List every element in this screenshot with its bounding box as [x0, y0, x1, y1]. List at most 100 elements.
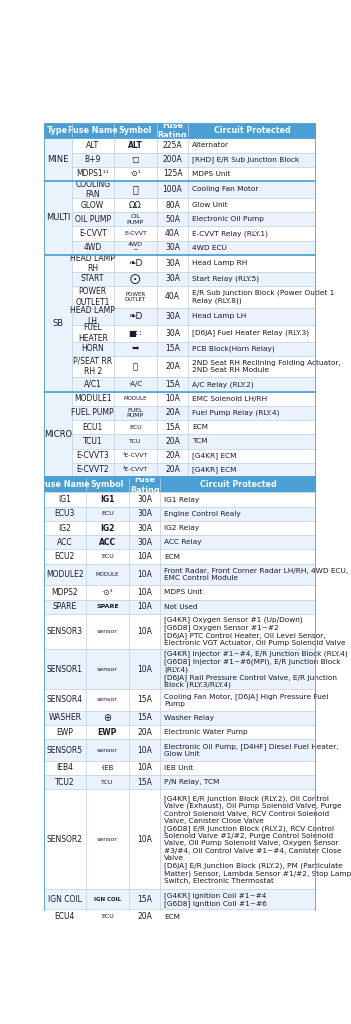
Text: Symbol: Symbol [119, 126, 152, 135]
Text: START: START [81, 274, 105, 284]
Bar [114, 286, 157, 307]
Bar [188, 272, 316, 286]
Text: 15A: 15A [165, 423, 180, 432]
Bar [72, 463, 114, 477]
Bar [44, 775, 86, 790]
Bar [44, 181, 72, 255]
Bar [160, 711, 316, 725]
Bar [188, 241, 316, 255]
Text: MODULE1: MODULE1 [74, 394, 112, 403]
Text: FUEL PUMP: FUEL PUMP [71, 409, 114, 418]
Text: 20A: 20A [137, 912, 152, 921]
Bar [129, 477, 160, 493]
Bar [160, 761, 316, 775]
Text: ECU: ECU [101, 914, 114, 920]
Text: sensor: sensor [97, 697, 118, 702]
Bar [129, 550, 160, 563]
Text: IGN COIL: IGN COIL [48, 895, 82, 904]
Bar [44, 711, 86, 725]
Bar [44, 536, 86, 550]
Text: POWER
OUTLET1: POWER OUTLET1 [75, 287, 110, 307]
Text: ·A/C: ·A/C [128, 382, 143, 387]
Bar [188, 391, 316, 406]
Bar [72, 391, 114, 406]
Bar [114, 355, 157, 378]
Text: IG2: IG2 [58, 523, 71, 532]
Text: Circuit Protected: Circuit Protected [214, 126, 290, 135]
Bar [86, 775, 129, 790]
Text: 80A: 80A [165, 201, 180, 210]
Bar [72, 355, 114, 378]
Text: MODULE2: MODULE2 [46, 570, 84, 579]
Text: Not Used: Not Used [164, 603, 198, 609]
Bar [72, 167, 114, 181]
Bar [157, 123, 188, 138]
Text: MDPS Unit: MDPS Unit [192, 171, 230, 177]
Text: sensor: sensor [97, 748, 118, 753]
Bar [188, 153, 316, 167]
Bar [114, 241, 157, 255]
Bar [72, 255, 114, 272]
Text: 40A: 40A [165, 293, 180, 301]
Text: IEB Unit: IEB Unit [164, 765, 193, 771]
Text: ⊕: ⊕ [103, 713, 112, 723]
Text: 30A: 30A [137, 523, 152, 532]
Text: SB: SB [52, 318, 64, 328]
Bar [114, 153, 157, 167]
Text: Start Relay (RLY.5): Start Relay (RLY.5) [192, 275, 259, 283]
Bar [188, 123, 316, 138]
Text: OIL PUMP: OIL PUMP [75, 215, 111, 224]
Text: ECU: ECU [101, 511, 114, 516]
Text: EWP: EWP [57, 728, 73, 736]
Text: IG1 Relay: IG1 Relay [164, 497, 199, 503]
Text: Fuse Name: Fuse Name [68, 126, 118, 135]
Text: Glow Unit: Glow Unit [192, 202, 227, 208]
Bar [160, 790, 316, 890]
Text: TCU2: TCU2 [55, 777, 75, 786]
Text: ·⊙¹: ·⊙¹ [101, 588, 113, 597]
Bar [44, 586, 86, 599]
Text: 10A: 10A [137, 835, 152, 844]
Text: 100A: 100A [163, 185, 183, 194]
Bar [44, 563, 86, 586]
Bar [114, 255, 157, 272]
Text: 15A: 15A [165, 380, 180, 389]
Bar [157, 325, 188, 342]
Bar [86, 711, 129, 725]
Bar [157, 342, 188, 355]
Bar [160, 563, 316, 586]
Bar [86, 521, 129, 536]
Bar [114, 167, 157, 181]
Bar [72, 123, 114, 138]
Text: 20A: 20A [165, 437, 180, 446]
Text: MDPS2: MDPS2 [52, 588, 78, 597]
Bar [188, 406, 316, 420]
Text: 15A: 15A [137, 777, 152, 786]
Bar [114, 198, 157, 212]
Text: ACC: ACC [57, 538, 73, 547]
Text: ALT: ALT [86, 141, 99, 150]
Bar [160, 890, 316, 909]
Bar [188, 212, 316, 226]
Text: E-CVVT: E-CVVT [79, 229, 107, 238]
Bar [44, 550, 86, 563]
Text: 4WD ECU: 4WD ECU [192, 245, 227, 251]
Text: ❧D: ❧D [128, 311, 143, 321]
Text: HORN: HORN [81, 344, 104, 353]
Text: Alternator: Alternator [192, 142, 229, 148]
Bar [129, 507, 160, 521]
Bar [160, 507, 316, 521]
Bar [160, 909, 316, 924]
Text: IG2 Relay: IG2 Relay [164, 525, 199, 531]
Text: 20A: 20A [165, 466, 180, 474]
Bar [157, 198, 188, 212]
Text: IEB4: IEB4 [56, 764, 73, 772]
Text: ECM: ECM [164, 554, 180, 559]
Text: SPARE: SPARE [53, 602, 77, 611]
Bar [44, 507, 86, 521]
Text: sensor: sensor [97, 629, 118, 634]
Bar [160, 649, 316, 689]
Text: Washer Relay: Washer Relay [164, 715, 214, 721]
Bar [160, 739, 316, 761]
Text: 30A: 30A [137, 538, 152, 547]
